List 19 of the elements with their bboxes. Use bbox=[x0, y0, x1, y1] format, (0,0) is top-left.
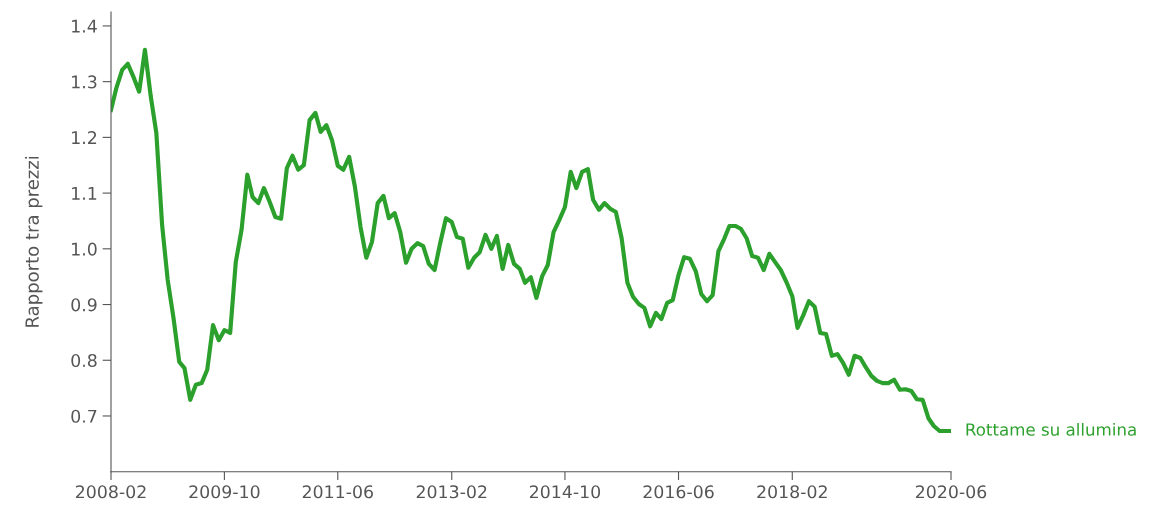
x-tick-label: 2018-02 bbox=[757, 485, 827, 499]
x-tick-label: 2009-10 bbox=[189, 485, 260, 499]
y-tick-label: 0.7 bbox=[71, 409, 97, 423]
x-tick-label: 2013-02 bbox=[416, 485, 487, 499]
y-tick-label: 1.0 bbox=[72, 242, 97, 256]
y-tick-label: 1.4 bbox=[72, 19, 97, 33]
y-tick-label: 0.9 bbox=[71, 298, 97, 312]
x-tick-label: 2014-10 bbox=[529, 485, 601, 499]
x-tick-label: 2011-06 bbox=[302, 485, 373, 499]
x-tick-label: 2016-06 bbox=[643, 485, 714, 499]
x-tick-label: 2008-02 bbox=[76, 485, 146, 499]
series-label: Rottame su allumina bbox=[966, 422, 1136, 436]
y-axis-title: Rapporto tra prezzi bbox=[24, 156, 43, 327]
x-tick-label: 2020-06 bbox=[916, 485, 987, 499]
y-tick-label: 1.3 bbox=[72, 75, 97, 89]
y-tick-label: 1.1 bbox=[72, 187, 97, 200]
y-tick-label: 1.2 bbox=[72, 131, 97, 144]
line-series bbox=[111, 47, 951, 434]
y-tick-label: 0.8 bbox=[71, 353, 97, 368]
